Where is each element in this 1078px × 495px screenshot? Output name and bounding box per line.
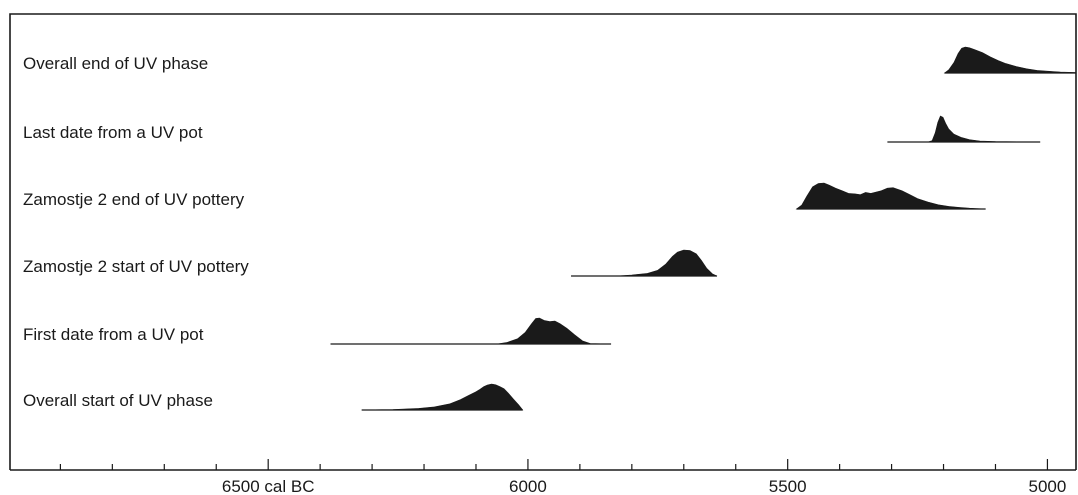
series-label: Overall end of UV phase [23,54,208,73]
chart-frame [9,13,1077,470]
density-curve [795,182,986,210]
series-label: Zamostje 2 end of UV pottery [23,190,245,209]
density-curve [887,115,1041,143]
series-label: Last date from a UV pot [23,123,203,142]
series-row [795,182,986,210]
series-label: Overall start of UV phase [23,391,213,410]
series-row [361,383,524,411]
density-curve [330,317,612,345]
series-row [571,249,718,277]
tick-label: 5000 [1029,477,1067,495]
series-row [330,317,612,345]
series-group [330,46,1077,411]
density-curve [361,383,524,411]
x-axis: 6500 cal BC 6000 5500 5000 [10,459,1076,495]
series-row [887,115,1041,143]
tick-label: 5500 [769,477,807,495]
row-labels: Overall end of UV phase Last date from a … [23,54,249,410]
series-row [943,46,1077,74]
density-curve [571,249,718,277]
series-label: First date from a UV pot [23,325,204,344]
tick-label: 6500 cal BC [222,477,315,495]
density-curve [943,46,1077,74]
tick-label: 6000 [509,477,547,495]
plot-border [9,13,1077,470]
series-label: Zamostje 2 start of UV pottery [23,257,249,276]
